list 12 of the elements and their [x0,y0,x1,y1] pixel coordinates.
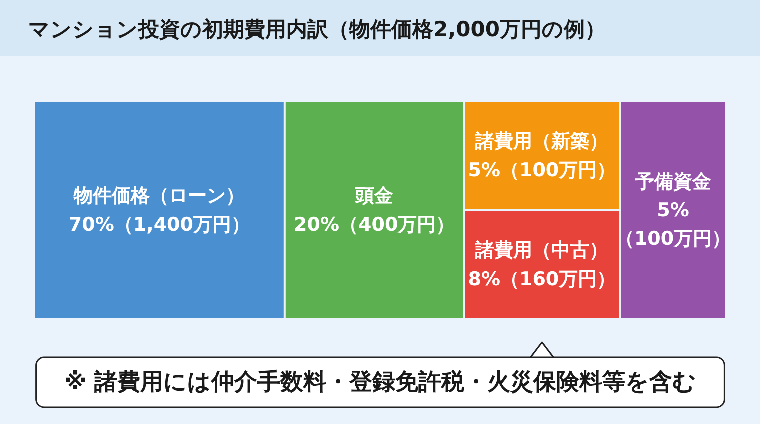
data-label: 5% （100万円） [615,200,732,250]
category-label: 諸費用（中古） [474,240,609,262]
text: マンション投資の初期費用内訳（物件価格2,000万円の例） [28,18,606,42]
category-label: 予備資金 [634,170,712,193]
category-label: 頭金 [354,185,394,208]
text: ※ 諸費用には仲介手数料・登録免許税・火災保険料等を含む [64,370,697,396]
category-label: 諸費用（新築） [474,130,609,153]
data-label: 20%（400万円） [294,214,456,236]
data-label: 70%（1,400万円） [68,214,250,236]
data-label: 5%（100万円） [468,159,616,182]
data-label: 8%（160万円） [468,268,616,290]
category-label: 物件価格（ローン） [73,185,246,208]
